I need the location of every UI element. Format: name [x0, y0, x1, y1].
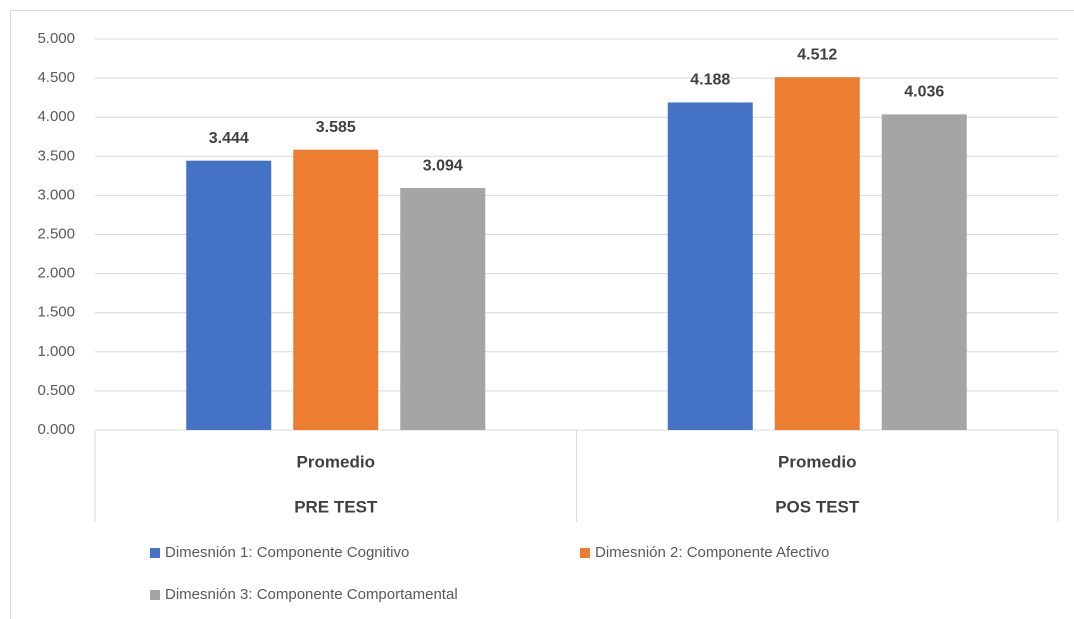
group-label: PRE TEST: [294, 497, 378, 516]
y-tick-label: 0.500: [37, 382, 75, 399]
bar: [774, 77, 860, 431]
data-label: 4.512: [797, 46, 837, 63]
y-tick-label: 1.500: [37, 304, 75, 321]
data-label: 3.444: [209, 130, 249, 147]
bar: [186, 160, 272, 430]
legend-label: Dimesnión 1: Componente Cognitivo: [165, 544, 409, 561]
data-label: 4.036: [904, 84, 944, 101]
legend-swatch: [150, 590, 160, 600]
x-tick-label: Promedio: [297, 452, 375, 471]
legend-swatch: [580, 548, 590, 558]
y-tick-label: 3.500: [37, 147, 75, 164]
bar: [881, 114, 967, 431]
y-tick-label: 2.000: [37, 265, 75, 282]
y-tick-label: 0.000: [37, 421, 75, 438]
y-tick-label: 5.000: [37, 30, 75, 47]
data-label: 3.094: [423, 157, 463, 174]
y-tick-label: 3.000: [37, 186, 75, 203]
data-label: 4.188: [690, 72, 730, 89]
data-label: 3.585: [316, 119, 356, 136]
y-tick-label: 2.500: [37, 225, 75, 242]
bar: [293, 149, 379, 430]
y-tick-label: 4.000: [37, 108, 75, 125]
chart-border: [10, 10, 1074, 619]
group-label: POS TEST: [775, 497, 860, 516]
y-tick-label: 1.000: [37, 343, 75, 360]
legend-label: Dimesnión 2: Componente Afectivo: [595, 544, 829, 561]
x-tick-label: Promedio: [778, 452, 856, 471]
y-tick-label: 4.500: [37, 69, 75, 86]
bar: [667, 102, 753, 430]
legend-swatch: [150, 548, 160, 558]
legend-label: Dimesnión 3: Componente Comportamental: [165, 586, 458, 603]
bar: [400, 188, 486, 430]
